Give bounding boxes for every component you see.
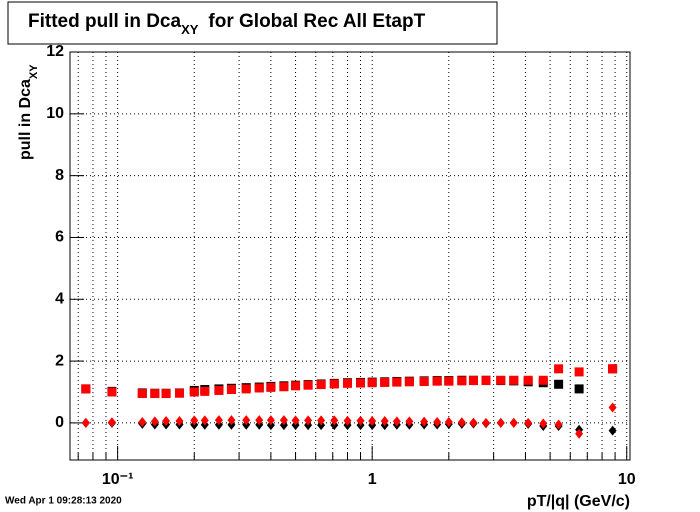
square-marker [392,377,402,387]
square-marker [343,378,353,388]
diamond-marker [330,415,339,426]
square-marker [279,382,289,392]
square-marker [419,376,429,386]
diamond-marker [392,416,401,427]
square-marker [468,376,478,386]
diamond-marker [190,415,199,426]
diamond-marker [150,416,159,427]
diamond-marker [279,415,288,426]
diamond-marker [291,415,300,426]
plot-frame [69,51,631,461]
y-tick-label: 4 [55,290,64,307]
diamond-marker [304,415,313,426]
square-marker [316,380,326,390]
diamond-marker [482,417,491,428]
square-marker [496,375,506,385]
square-marker [574,384,584,394]
diamond-marker [509,417,518,428]
timestamp: Wed Apr 1 09:28:13 2020 [5,496,122,507]
chart-title: Fitted pull in DcaXY for Global Rec All E… [28,11,426,37]
diamond-marker [420,416,429,427]
diamond-marker [356,415,365,426]
square-marker [200,386,210,396]
square-marker [254,383,264,393]
square-marker [523,375,533,385]
square-marker [432,376,442,386]
diamond-marker [343,415,352,426]
title-sub: XY [181,22,199,37]
square-marker [303,380,313,390]
diamond-marker [575,428,584,439]
diamond-marker [200,415,209,426]
y-tick-label: 10 [46,105,64,122]
diamond-marker [162,416,171,427]
square-marker [174,388,184,398]
diamond-marker [524,417,533,428]
square-marker [444,376,454,386]
diamond-marker [266,415,275,426]
square-marker [481,376,491,386]
title-rest: for Global Rec All EtapT [208,11,425,32]
diamond-marker [368,416,377,427]
diamond-marker [608,402,617,413]
square-marker [291,381,301,391]
diamond-marker [81,417,90,428]
square-marker [509,375,519,385]
diamond-marker [380,416,389,427]
square-marker [81,384,91,394]
diamond-marker [554,419,563,430]
y-tick-label: 12 [46,43,64,60]
square-marker [404,377,414,387]
square-marker [226,385,236,395]
diamond-marker [255,415,264,426]
diamond-marker [433,416,442,427]
square-marker [189,387,199,397]
diamond-marker [496,417,505,428]
diamond-marker [214,415,223,426]
title-main: Fitted pull in Dca [28,11,181,32]
x-tick-label: 10⁻¹ [102,471,134,488]
square-marker [137,389,147,399]
y-axis-label: pull in DcaXY [17,64,40,160]
diamond-marker [444,416,453,427]
square-marker [161,389,171,399]
diamond-marker [317,415,326,426]
square-marker [457,376,467,386]
diamond-marker [242,415,251,426]
square-marker [266,382,276,392]
diamond-marker [405,416,414,427]
square-marker [241,384,251,394]
diamond-marker [608,425,617,436]
square-marker [380,377,390,387]
square-marker [329,379,339,389]
y-tick-label: 2 [55,352,64,369]
square-marker [150,389,160,399]
diamond-marker [469,417,478,428]
y-tick-label: 8 [55,167,64,184]
square-marker [214,385,224,395]
y-tick-label: 6 [55,229,64,246]
y-tick-label: 0 [55,414,64,431]
square-marker [554,364,564,374]
diamond-marker [539,418,548,429]
title-box [7,1,498,45]
y-label-main: pull in Dca [17,79,34,160]
square-marker [367,378,377,388]
square-marker [574,367,584,377]
diamond-marker [175,416,184,427]
square-marker [107,387,117,397]
x-axis-label: pT/|q| (GeV/c) [527,493,630,510]
diamond-marker [138,416,147,427]
diamond-marker [457,417,466,428]
x-tick-label: 1 [368,471,377,488]
diamond-marker [107,417,116,428]
square-marker [356,378,366,388]
square-marker [538,375,548,385]
square-marker [554,379,564,389]
y-label-sub: XY [28,64,40,79]
square-marker [608,364,618,374]
diamond-marker [227,415,236,426]
x-tick-label: 10 [618,471,636,488]
